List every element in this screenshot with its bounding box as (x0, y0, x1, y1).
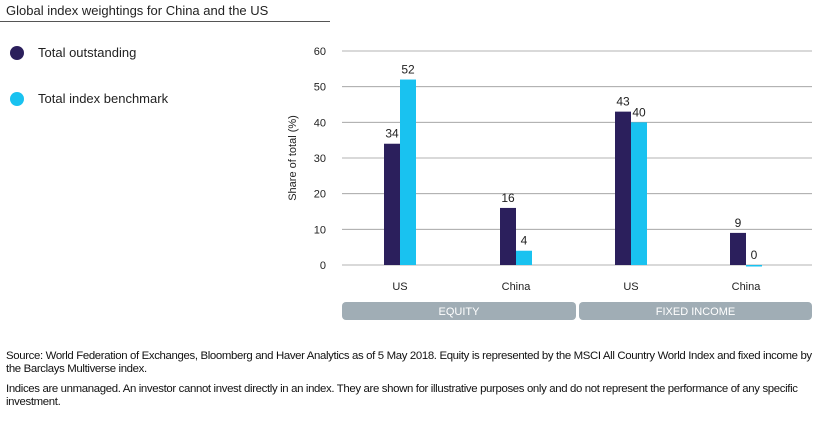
data-label: 4 (521, 234, 528, 248)
y-tick-label: 20 (314, 189, 326, 201)
x-tick-label: China (502, 281, 532, 293)
bar-total-outstanding (384, 143, 400, 265)
data-label: 16 (501, 191, 515, 205)
legend-item-total-outstanding: Total outstanding (10, 45, 136, 60)
y-tick-label: 0 (320, 260, 326, 272)
disclaimer-footnote: Indices are unmanaged. An investor canno… (6, 383, 798, 408)
group-label-bar (342, 302, 576, 320)
bar-total-outstanding (615, 111, 631, 265)
legend-swatch-total-index-benchmark (10, 91, 24, 106)
data-label: 0 (751, 248, 758, 262)
bar-total-index-benchmark (631, 122, 647, 265)
y-tick-label: 60 (314, 46, 326, 58)
title-divider (0, 21, 330, 22)
source-footnote: Source: World Federation of Exchanges, B… (6, 350, 812, 375)
bar-total-index-benchmark (746, 265, 762, 267)
data-label: 34 (385, 127, 399, 141)
group-label-bar (579, 302, 812, 320)
y-tick-label: 40 (314, 117, 326, 129)
group-label: FIXED INCOME (656, 306, 735, 318)
chart-title: Global index weightings for China and th… (6, 3, 269, 18)
bar-total-outstanding (500, 207, 516, 265)
legend-item-total-index-benchmark: Total index benchmark (10, 91, 168, 106)
y-axis-label: Share of total (%) (287, 115, 299, 201)
group-label: EQUITY (439, 306, 481, 318)
data-label: 43 (616, 95, 630, 109)
data-label: 52 (401, 63, 415, 77)
y-tick-label: 10 (314, 224, 326, 236)
y-tick-label: 50 (314, 82, 326, 94)
legend-label: Total outstanding (38, 45, 137, 60)
bar-total-index-benchmark (400, 79, 416, 266)
x-tick-label: China (732, 281, 762, 293)
x-tick-label: US (392, 281, 407, 293)
data-label: 9 (735, 216, 742, 230)
y-tick-label: 30 (314, 153, 326, 165)
bar-total-outstanding (730, 232, 746, 265)
data-label: 40 (632, 105, 646, 119)
bar-total-index-benchmark (516, 250, 532, 265)
legend-swatch-total-outstanding (10, 45, 24, 60)
x-tick-label: US (623, 281, 638, 293)
legend-label: Total index benchmark (38, 91, 169, 106)
